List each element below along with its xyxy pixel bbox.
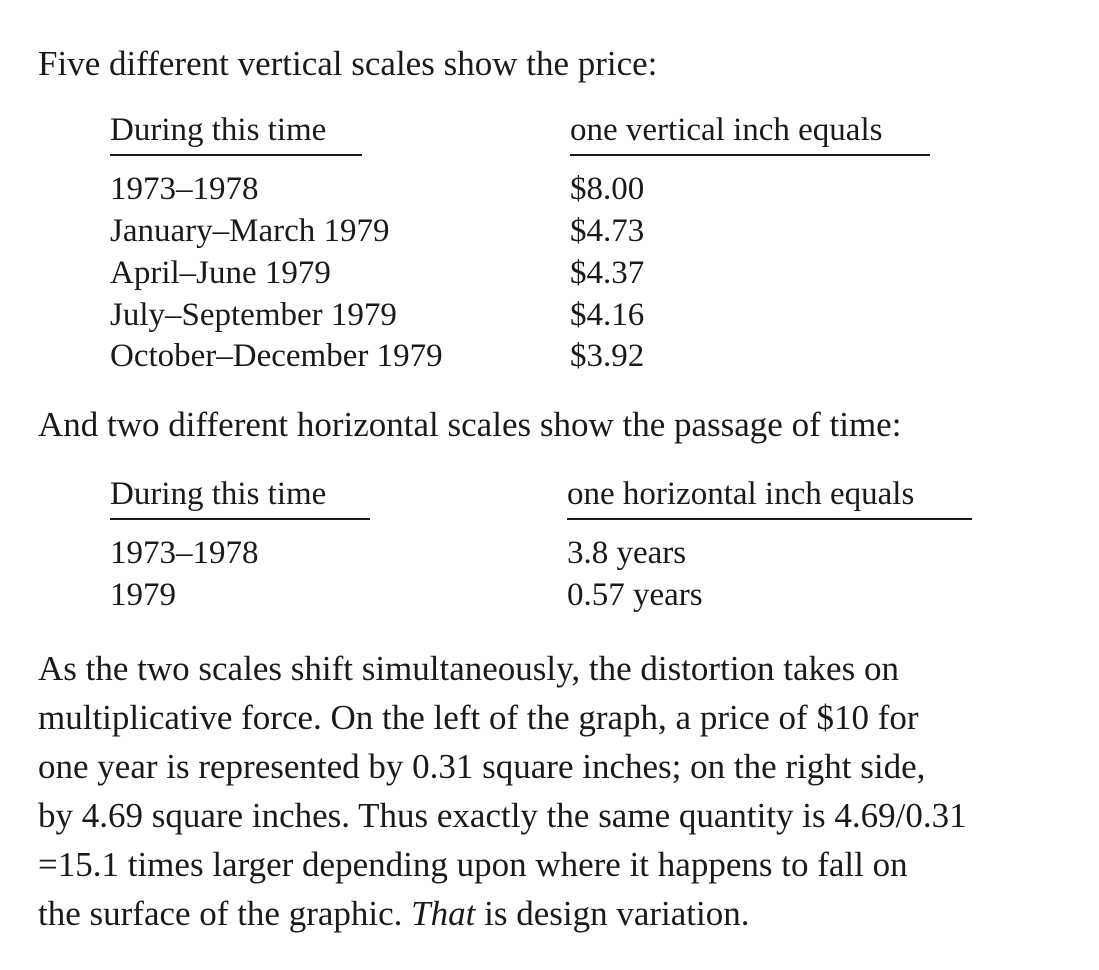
table-row-period: October–December 1979 [110, 338, 443, 374]
table-row-value: 0.57 years [567, 577, 703, 613]
vertical-scales-intro: Five different vertical scales show the … [38, 44, 658, 83]
body-last-suffix: is design variation. [475, 894, 750, 933]
body-line: =15.1 times larger depending upon where … [38, 845, 908, 884]
horizontal-scales-intro: And two different horizontal scales show… [38, 405, 902, 444]
horizontal-table-header-period: During this time [110, 476, 370, 520]
table-row-period: April–June 1979 [110, 255, 331, 291]
body-line: one year is represented by 0.31 square i… [38, 747, 926, 786]
table-row-period: 1973–1978 [110, 535, 259, 571]
body-emphasis: That [411, 894, 476, 933]
table-row-period: 1973–1978 [110, 171, 259, 207]
table-row-period: July–September 1979 [110, 297, 397, 333]
body-line: by 4.69 square inches. Thus exactly the … [38, 796, 967, 835]
vertical-scales-table: During this time one vertical inch equal… [0, 0, 1099, 400]
table-row-value: $4.16 [570, 297, 645, 333]
table-row-value: $4.73 [570, 213, 645, 249]
table-row-value: 3.8 years [567, 535, 687, 571]
body-line-last: the surface of the graphic. That is desi… [38, 889, 1088, 938]
body-last-prefix: the surface of the graphic. [38, 894, 412, 933]
body-line: multiplicative force. On the left of the… [38, 698, 919, 737]
body-line: As the two scales shift simultaneously, … [38, 649, 899, 688]
table-row-value: $3.92 [570, 338, 645, 374]
vertical-table-header-period: During this time [110, 112, 362, 156]
table-row-period: 1979 [110, 577, 176, 613]
horizontal-table-header-value: one horizontal inch equals [567, 476, 972, 520]
table-row-period: January–March 1979 [110, 213, 390, 249]
horizontal-scales-table: During this time one horizontal inch equ… [110, 476, 972, 613]
vertical-table-header-value: one vertical inch equals [570, 112, 930, 156]
table-row-value: $8.00 [570, 171, 645, 207]
body-paragraph: As the two scales shift simultaneously, … [38, 644, 1088, 938]
table-row-value: $4.37 [570, 255, 645, 291]
